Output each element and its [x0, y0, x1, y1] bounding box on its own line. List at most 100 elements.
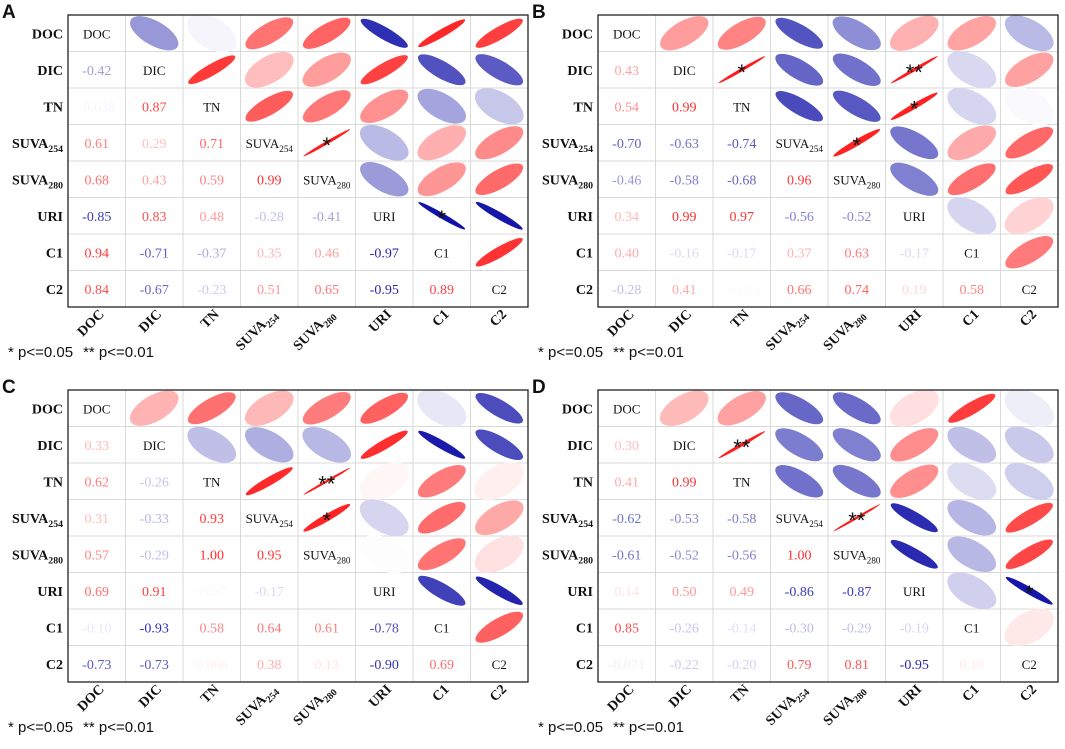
- corr-ellipse: [1005, 127, 1054, 159]
- row-label-dic: DIC: [567, 64, 593, 79]
- corr-ellipse: [475, 237, 523, 267]
- corr-ellipse: [475, 500, 524, 536]
- corr-ellipse: [360, 430, 408, 459]
- corr-value-label: -0.52: [670, 548, 699, 563]
- row-label-dic: DIC: [567, 439, 593, 454]
- col-label-suva280: SUVA280: [291, 307, 340, 356]
- diag-label-suva254: SUVA254: [246, 136, 294, 154]
- corr-value-label: -0.95: [900, 658, 929, 673]
- corr-value-label: -0.42: [82, 64, 111, 79]
- corr-value-label: -0.58: [670, 173, 699, 188]
- corr-ellipse: [1004, 197, 1054, 235]
- diag-label-c1: C1: [964, 620, 979, 635]
- corr-value-label: -0.87: [842, 585, 871, 600]
- diag-label-suva254: SUVA254: [776, 136, 824, 154]
- corr-value-label: -0.46: [612, 173, 641, 188]
- corr-ellipse: [890, 92, 938, 120]
- corr-value-label: -0.67: [140, 283, 169, 298]
- col-label-suva280: SUVA280: [291, 682, 340, 731]
- row-label-dic: DIC: [37, 64, 63, 79]
- significance-star: **: [906, 60, 924, 85]
- col-label-c2: C2: [1017, 307, 1040, 330]
- corr-value-label: 0.69: [430, 658, 455, 673]
- panel-a: A DOC -0.42 DIC -0.038 0.87 TN 0.61 0.29 0.71 SUVA…: [2, 2, 529, 361]
- col-label-dic: DIC: [136, 682, 165, 711]
- corr-value-label: 0.62: [85, 475, 110, 490]
- corr-value-label: 0.38: [257, 658, 282, 673]
- corr-value-label: 0.40: [615, 246, 640, 261]
- corr-ellipse: [659, 390, 709, 427]
- corr-value-label: 0.13: [315, 658, 340, 673]
- row-label-suva254: SUVA254: [12, 137, 63, 155]
- corr-value-label: 0.84: [85, 283, 110, 298]
- corr-ellipse: [129, 390, 179, 426]
- corr-value-label: 0.64: [257, 621, 282, 636]
- corr-value-label: 0.30: [615, 439, 640, 454]
- significance-star: *: [322, 508, 331, 533]
- diag-label-uri: URI: [903, 209, 925, 224]
- corr-value-label: -0.73: [140, 658, 169, 673]
- corr-value-label: -0.61: [612, 548, 641, 563]
- significance-star: *: [910, 96, 919, 121]
- corr-ellipse: [832, 53, 881, 86]
- row-label-doc: DOC: [562, 402, 593, 417]
- corr-ellipse: [244, 427, 294, 463]
- corr-value-label: -0.16: [670, 246, 699, 261]
- corr-ellipse: [417, 501, 466, 534]
- corr-ellipse: [947, 499, 997, 536]
- row-label-doc: DOC: [32, 402, 63, 417]
- corr-ellipse: [474, 88, 524, 125]
- corr-ellipse: [359, 534, 409, 574]
- corr-value-label: -0.038: [79, 100, 115, 115]
- corr-ellipse: [947, 87, 997, 125]
- row-label-suva280: SUVA280: [542, 173, 593, 191]
- corr-ellipse: [1004, 15, 1054, 52]
- corr-value-label: 0.79: [787, 658, 812, 673]
- row-label-uri: URI: [567, 210, 593, 225]
- diag-label-tn: TN: [733, 99, 751, 114]
- corr-value-label: -0.29: [842, 621, 871, 636]
- significance-star: *: [437, 206, 446, 231]
- corr-ellipse: [474, 462, 524, 501]
- significance-star: **: [848, 508, 866, 533]
- col-label-uri: URI: [896, 682, 925, 711]
- panel-letter-d: D: [532, 377, 546, 398]
- corr-ellipse: [947, 16, 996, 51]
- corr-value-label: 0.29: [142, 137, 167, 152]
- corr-ellipse: [890, 126, 939, 160]
- corr-value-label: -0.29: [140, 548, 169, 563]
- corr-ellipse: [418, 202, 466, 230]
- corr-ellipse: [775, 91, 823, 122]
- corr-ellipse: [474, 535, 524, 573]
- corr-ellipse: [417, 465, 466, 498]
- corr-ellipse: [360, 55, 408, 85]
- corr-value-label: -0.17: [900, 246, 929, 261]
- col-label-doc: DOC: [605, 682, 638, 715]
- corr-value-label: -0.93: [140, 621, 169, 636]
- col-label-suva280: SUVA280: [821, 682, 870, 731]
- row-label-suva254: SUVA254: [542, 512, 593, 530]
- corr-value-label: 0.69: [85, 585, 110, 600]
- corr-value-label: -0.30: [785, 621, 814, 636]
- corr-ellipse: [947, 163, 996, 196]
- row-label-c1: C1: [46, 621, 63, 636]
- diag-label-tn: TN: [733, 474, 751, 489]
- corr-value-label: -0.95: [370, 283, 399, 298]
- corr-ellipse: [832, 392, 881, 425]
- corr-ellipse: [1005, 539, 1053, 570]
- diag-label-dic: DIC: [143, 438, 165, 453]
- row-label-suva280: SUVA280: [12, 173, 63, 191]
- row-label-suva254: SUVA254: [542, 137, 593, 155]
- diag-label-doc: DOC: [83, 26, 110, 41]
- corr-value-label: 0.61: [85, 137, 110, 152]
- diag-label-doc: DOC: [83, 401, 110, 416]
- corr-ellipse: [775, 17, 824, 49]
- diag-label-uri: URI: [903, 584, 925, 599]
- corr-ellipse: [417, 162, 466, 197]
- diag-label-c2: C2: [1022, 282, 1037, 297]
- diag-label-suva280: SUVA280: [833, 547, 881, 565]
- corr-value-label: 0.68: [85, 173, 110, 188]
- corr-value-label: -0.56: [727, 548, 756, 563]
- corr-value-label: 0.46: [315, 246, 340, 261]
- corr-value-label: 0.10: [960, 658, 985, 673]
